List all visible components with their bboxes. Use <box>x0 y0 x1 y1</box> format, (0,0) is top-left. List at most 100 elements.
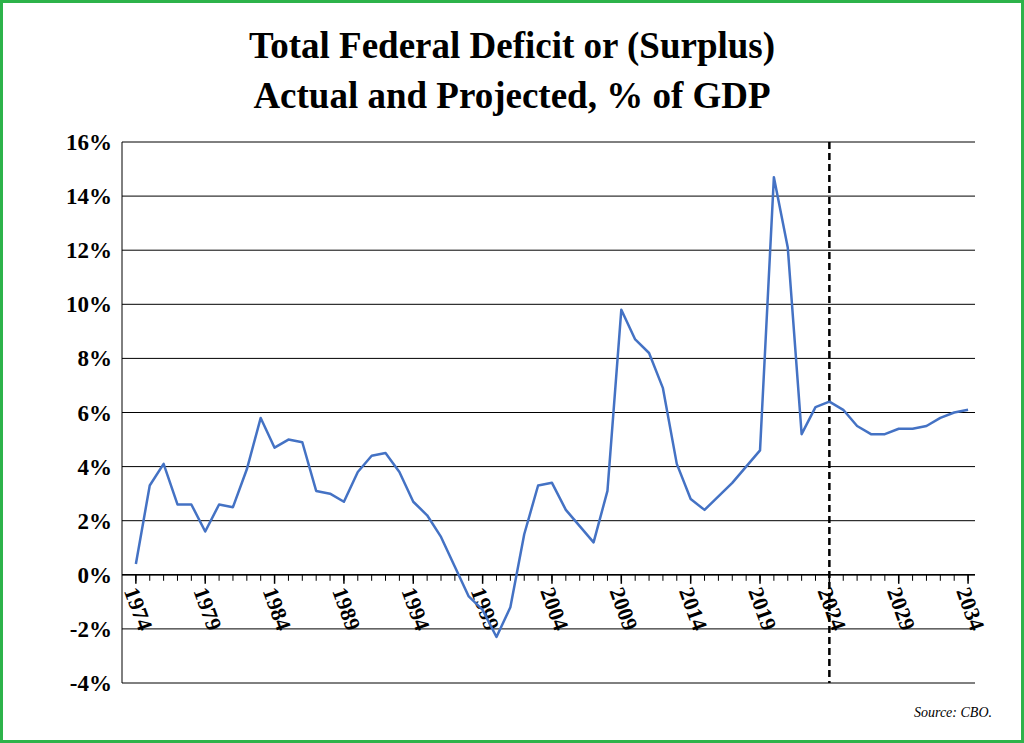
x-tick-label: 2034 <box>951 584 990 634</box>
x-minor-tick <box>870 575 871 581</box>
x-minor-tick <box>926 575 927 581</box>
y-tick-label: 6% <box>78 401 113 426</box>
deficit-line <box>136 177 968 637</box>
x-minor-tick <box>579 575 580 581</box>
x-tick-label: 1979 <box>189 584 228 634</box>
x-minor-tick <box>649 575 650 581</box>
x-tick <box>274 575 276 584</box>
y-tick-label: 4% <box>78 455 113 480</box>
y-axis <box>122 142 123 683</box>
x-minor-tick <box>662 575 663 581</box>
x-minor-tick <box>260 575 261 581</box>
x-tick-label: 2019 <box>743 584 782 634</box>
x-tick <box>343 575 345 584</box>
x-minor-tick <box>954 575 955 581</box>
chart: Total Federal Deficit or (Surplus)Actual… <box>0 0 1024 743</box>
x-minor-tick <box>607 575 608 581</box>
x-minor-tick <box>232 575 233 581</box>
x-minor-tick <box>399 575 400 581</box>
x-minor-tick <box>912 575 913 581</box>
x-minor-tick <box>191 575 192 581</box>
x-minor-tick <box>357 575 358 581</box>
x-minor-tick <box>843 575 844 581</box>
x-minor-tick <box>732 575 733 581</box>
x-tick <box>759 575 761 584</box>
y-tick-label: 10% <box>66 292 112 317</box>
border <box>2 2 1023 742</box>
x-tick <box>551 575 553 584</box>
x-tick-label: 1989 <box>327 584 366 634</box>
x-axis <box>122 574 975 576</box>
grid-line <box>122 466 975 467</box>
x-tick <box>621 575 623 584</box>
x-tick <box>690 575 692 584</box>
plot-area <box>136 142 968 683</box>
x-minor-tick <box>676 575 677 581</box>
grid-line <box>122 574 975 575</box>
x-tick <box>135 575 137 584</box>
x-minor-tick <box>718 575 719 581</box>
x-minor-tick <box>288 575 289 581</box>
x-minor-tick <box>773 575 774 581</box>
y-tick-label: -4% <box>70 671 112 696</box>
grid-line <box>122 683 975 684</box>
y-tick-label: 0% <box>78 563 113 588</box>
x-minor-tick <box>468 575 469 581</box>
x-minor-tick <box>246 575 247 581</box>
grid-line <box>122 142 975 143</box>
x-tick-label: 2024 <box>813 584 852 634</box>
x-tick <box>898 575 900 584</box>
x-minor-tick <box>330 575 331 581</box>
x-minor-tick <box>787 575 788 581</box>
x-tick-label: 1974 <box>119 584 158 634</box>
x-tick <box>967 575 969 584</box>
grid-line <box>122 520 975 521</box>
x-tick-label: 1999 <box>466 584 505 634</box>
x-minor-tick <box>538 575 539 581</box>
x-minor-tick <box>746 575 747 581</box>
x-minor-tick <box>815 575 816 581</box>
x-minor-tick <box>510 575 511 581</box>
x-minor-tick <box>593 575 594 581</box>
x-tick-label: 2029 <box>882 584 921 634</box>
x-tick-label: 2009 <box>605 584 644 634</box>
x-minor-tick <box>857 575 858 581</box>
x-minor-tick <box>177 575 178 581</box>
y-tick-label: 16% <box>66 130 112 155</box>
x-tick <box>482 575 484 584</box>
y-tick-label: 14% <box>66 184 112 209</box>
y-tick-label: 8% <box>78 346 113 371</box>
x-tick-label: 2014 <box>674 584 713 634</box>
x-tick-label: 1994 <box>397 584 436 634</box>
projection-line <box>828 142 831 683</box>
x-minor-tick <box>496 575 497 581</box>
x-minor-tick <box>316 575 317 581</box>
x-minor-tick <box>704 575 705 581</box>
x-minor-tick <box>371 575 372 581</box>
x-minor-tick <box>565 575 566 581</box>
x-minor-tick <box>884 575 885 581</box>
y-tick-label: 12% <box>66 238 112 263</box>
x-minor-tick <box>149 575 150 581</box>
x-minor-tick <box>940 575 941 581</box>
grid-line <box>122 358 975 359</box>
x-minor-tick <box>427 575 428 581</box>
x-tick <box>413 575 415 584</box>
grid-line <box>122 304 975 305</box>
x-minor-tick <box>385 575 386 581</box>
x-tick <box>204 575 206 584</box>
x-minor-tick <box>454 575 455 581</box>
source: Source: CBO. <box>914 705 992 720</box>
grid-line <box>122 250 975 251</box>
x-tick-label: 2004 <box>535 584 574 634</box>
x-minor-tick <box>801 575 802 581</box>
x-minor-tick <box>163 575 164 581</box>
x-minor-tick <box>524 575 525 581</box>
y-tick-label: 2% <box>78 509 113 534</box>
x-minor-tick <box>219 575 220 581</box>
grid-line <box>122 196 975 197</box>
x-tick-label: 1984 <box>258 584 297 634</box>
y-tick-label: -2% <box>70 617 112 642</box>
x-minor-tick <box>302 575 303 581</box>
subtitle: Actual and Projected, % of GDP <box>253 75 770 116</box>
